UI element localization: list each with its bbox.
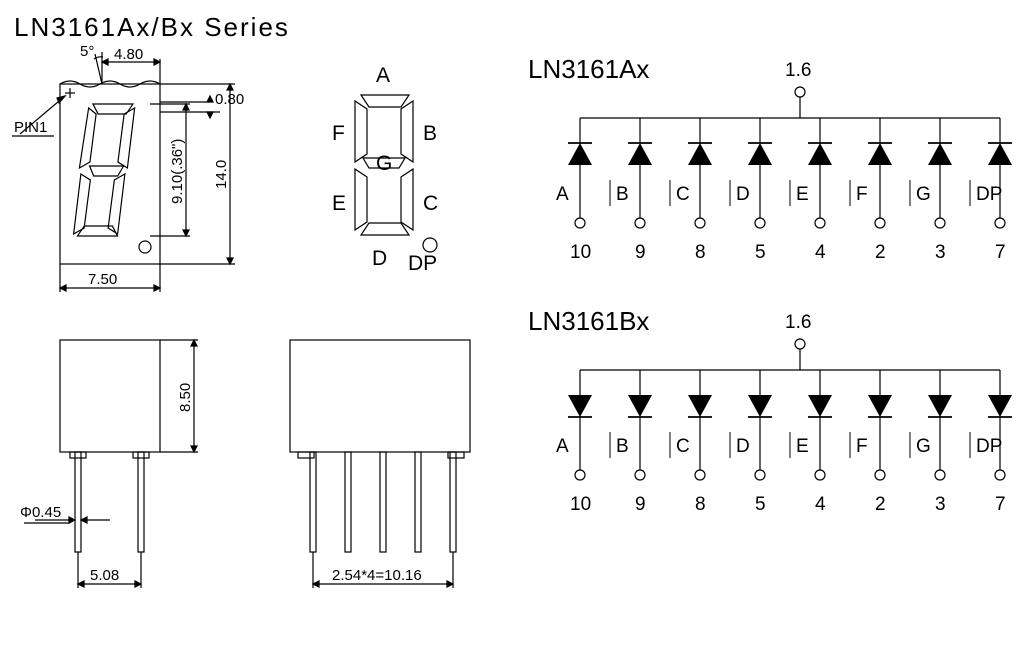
top-width-label: 4.80: [114, 46, 143, 63]
pin-number: 5: [755, 242, 766, 263]
pin1-label: PIN1: [14, 119, 47, 136]
total-width-label: 7.50: [88, 271, 117, 288]
bottom-pitch-label: 5.08: [90, 567, 119, 584]
seg-g-label: G: [376, 152, 392, 175]
pin-number: 8: [695, 242, 706, 263]
schematic-a: LN3161Ax 1.6 A 10 B 9 C 8 D 5 E 4 F 2 G 3 DP 7: [520, 48, 1020, 298]
seg-label: G: [916, 436, 931, 457]
pin-number: 7: [995, 494, 1006, 515]
seg-label: C: [676, 184, 690, 205]
diode-row-b: A 10 B 9 C 8 D 5 E 4 F 2 G 3 DP 7: [556, 370, 1012, 515]
seg-a-label: A: [376, 64, 390, 87]
pin-number: 2: [875, 494, 886, 515]
seg-label: G: [916, 184, 931, 205]
diode-row-a: A 10 B 9 C 8 D 5 E 4 F 2 G 3 DP 7: [556, 118, 1012, 263]
pin-number: 7: [995, 242, 1006, 263]
seg-label: B: [616, 184, 629, 205]
pin-number: 9: [635, 494, 646, 515]
schematic-a-title: LN3161Ax: [528, 54, 649, 84]
seg-label: B: [616, 436, 629, 457]
digit-height-label: 9.10(.36"): [169, 139, 186, 204]
pin-number: 9: [635, 242, 646, 263]
seg-label: A: [556, 184, 569, 205]
front-view-drawing: 5° 4.80 0.80 9.10(.36") 14.0 7.50 PIN1: [10, 44, 280, 304]
pin-number: 10: [570, 494, 591, 515]
seg-label: DP: [976, 184, 1002, 205]
seg-c-label: C: [423, 192, 438, 215]
seg-label: F: [856, 436, 868, 457]
pin-number: 10: [570, 242, 591, 263]
pin-diameter-label: Φ0.45: [20, 504, 61, 521]
seg-dp-label: DP: [408, 252, 437, 275]
seg-f-label: F: [332, 122, 345, 145]
pin-number: 4: [815, 242, 826, 263]
seg-e-label: E: [332, 192, 346, 215]
seg-label: D: [736, 184, 750, 205]
seg-width-label: 0.80: [215, 91, 244, 108]
total-height-label: 14.0: [213, 160, 230, 189]
seg-label: F: [856, 184, 868, 205]
side-height-label: 8.50: [177, 383, 194, 412]
seg-label: DP: [976, 436, 1002, 457]
tilt-angle-label: 5°: [80, 44, 94, 60]
segment-id-diagram: A B C D E F G DP: [290, 60, 490, 310]
pin-number: 3: [935, 494, 946, 515]
schematic-b-title: LN3161Bx: [528, 306, 649, 336]
schematic-a-common-pin: 1.6: [785, 60, 811, 81]
seg-b-label: B: [423, 122, 437, 145]
seg-label: D: [736, 436, 750, 457]
pin-number: 2: [875, 242, 886, 263]
pin-number: 4: [815, 494, 826, 515]
series-title: LN3161Ax/Bx Series: [14, 12, 290, 43]
pin-number: 5: [755, 494, 766, 515]
pin-number: 3: [935, 242, 946, 263]
side-view-small: 8.50 Φ0.45 5.08: [20, 330, 280, 620]
schematic-b-common-pin: 1.6: [785, 312, 811, 333]
seg-label: C: [676, 436, 690, 457]
wide-pitch-label: 2.54*4=10.16: [332, 567, 422, 584]
seg-label: E: [796, 184, 809, 205]
side-view-wide: 2.54*4=10.16: [260, 330, 520, 620]
seg-label: A: [556, 436, 569, 457]
seg-label: E: [796, 436, 809, 457]
schematic-b: LN3161Bx 1.6 A 10 B 9 C 8 D 5 E 4 F 2 G 3 DP 7: [520, 300, 1020, 560]
pin-number: 8: [695, 494, 706, 515]
seg-d-label: D: [372, 247, 387, 270]
